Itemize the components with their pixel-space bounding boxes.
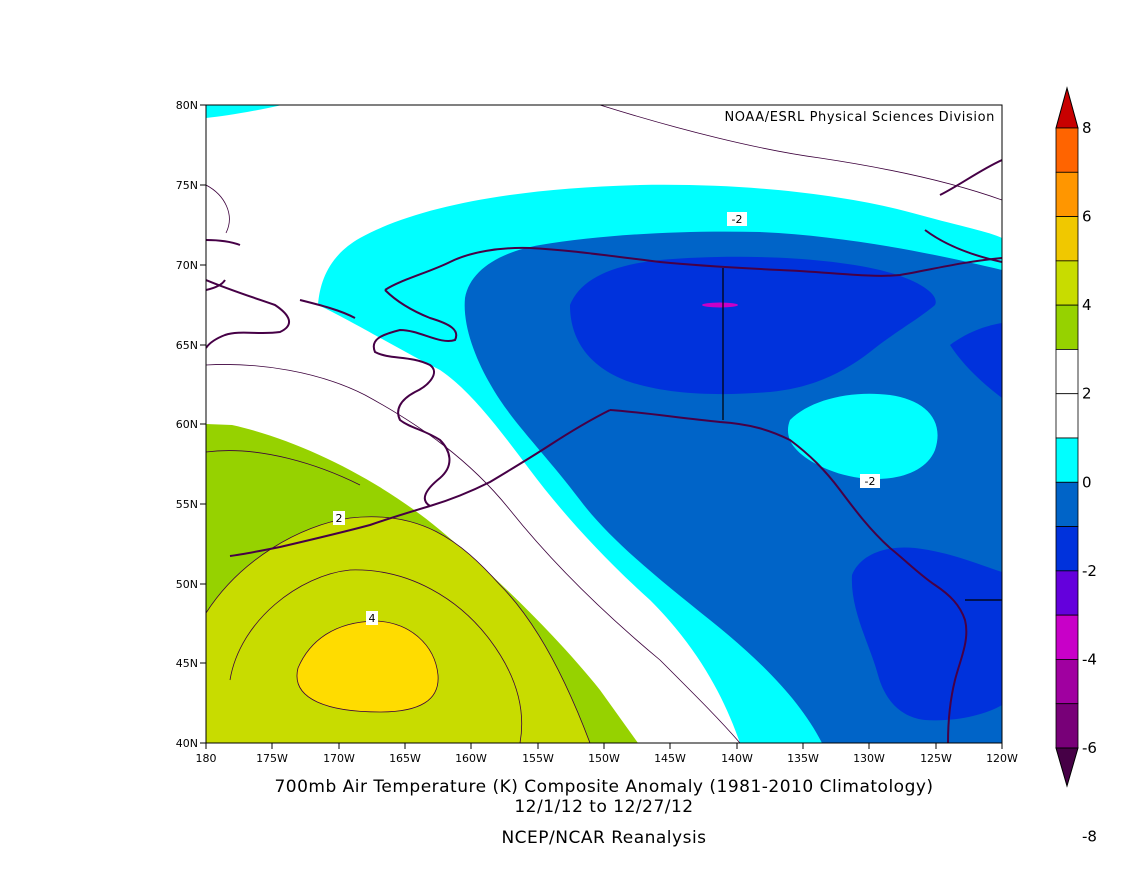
anomaly-minus1-region: [206, 105, 282, 118]
political-borders: [722, 268, 1002, 601]
colorbar-swatch: [1055, 526, 1079, 572]
latitude-axis: 80N 75N 70N 65N 60N 55N 50N 45N 40N: [176, 99, 206, 750]
colorbar: 8 6 4 2 0 -2 -4 -6 -8: [1055, 86, 1097, 846]
lon-tick-label: 175W: [256, 752, 288, 765]
colorbar-swatch: [1055, 393, 1079, 439]
lon-tick-label: 170W: [323, 752, 355, 765]
credit-text: NOAA/ESRL Physical Sciences Division: [724, 110, 995, 125]
colorbar-label: -2: [1082, 562, 1097, 580]
longitude-axis: 180 175W 170W 165W 160W 155W 150W 145W 1…: [196, 743, 1018, 765]
lon-tick-label: 145W: [654, 752, 686, 765]
colorbar-swatch: [1055, 216, 1079, 262]
colorbar-swatch: [1055, 171, 1079, 217]
lat-tick-label: 65N: [176, 339, 198, 352]
contour-label-plus4: 4: [369, 612, 376, 625]
lon-tick-label: 135W: [787, 752, 819, 765]
contour-label-group: -2 -2 2 4: [333, 212, 880, 625]
contour-lines: [206, 105, 1002, 743]
colorbar-swatch: [1055, 127, 1079, 173]
figure-source: NCEP/NCAR Reanalysis: [501, 828, 706, 848]
lon-tick-label: 140W: [721, 752, 753, 765]
contour-label-minus2-north: -2: [732, 213, 743, 226]
colorbar-swatch: [1055, 703, 1079, 749]
colorbar-bottom-arrow: [1055, 747, 1079, 788]
colorbar-label: -6: [1082, 739, 1097, 757]
map-plot-area: [206, 105, 1002, 743]
lat-tick-label: 55N: [176, 498, 198, 511]
anomaly-minus3-region: [570, 256, 936, 395]
coastlines: [206, 159, 1002, 743]
figure-title: 700mb Air Temperature (K) Composite Anom…: [274, 777, 933, 797]
lon-tick-label: 180: [196, 752, 217, 765]
colorbar-swatch: [1055, 304, 1079, 350]
anomaly-plus4-region: [296, 621, 439, 712]
colorbar-swatch: [1055, 481, 1079, 527]
lon-tick-label: 125W: [920, 752, 952, 765]
colorbar-label: -4: [1082, 650, 1097, 668]
colorbar-swatch: [1055, 349, 1079, 395]
contour-label-minus2-south: -2: [865, 475, 876, 488]
colorbar-label: 0: [1082, 473, 1092, 491]
lon-tick-label: 120W: [986, 752, 1018, 765]
credit-bg: [680, 108, 998, 126]
lat-tick-label: 70N: [176, 259, 198, 272]
lat-tick-label: 45N: [176, 657, 198, 670]
colorbar-top-arrow: [1055, 86, 1079, 129]
lon-tick-label: 155W: [522, 752, 554, 765]
lat-tick-label: 75N: [176, 179, 198, 192]
lat-tick-label: 80N: [176, 99, 198, 112]
colorbar-label: 4: [1082, 296, 1092, 314]
lat-tick-label: 40N: [176, 737, 198, 750]
colorbar-label: -8: [1082, 828, 1097, 846]
colorbar-swatch: [1055, 659, 1079, 705]
lon-tick-label: 165W: [389, 752, 421, 765]
colorbar-label: 8: [1082, 119, 1092, 137]
contour-label-plus2: 2: [336, 512, 343, 525]
colorbar-swatch: [1055, 614, 1079, 660]
anomaly-minus3-southeast: [851, 547, 1002, 721]
lat-tick-label: 60N: [176, 418, 198, 431]
anomaly-minus1-pocket: [787, 393, 938, 480]
anomaly-minus3-east: [950, 323, 1002, 398]
colorbar-swatch: [1055, 570, 1079, 616]
anomaly-minus6-speck: [702, 302, 738, 308]
colorbar-swatch: [1055, 437, 1079, 483]
colorbar-label: 2: [1082, 385, 1092, 403]
lon-tick-label: 160W: [455, 752, 487, 765]
colorbar-label: 6: [1082, 208, 1092, 226]
lat-tick-label: 50N: [176, 578, 198, 591]
colorbar-swatch: [1055, 260, 1079, 306]
lon-tick-label: 130W: [853, 752, 885, 765]
figure-date-range: 12/1/12 to 12/27/12: [514, 797, 693, 817]
lon-tick-label: 150W: [588, 752, 620, 765]
